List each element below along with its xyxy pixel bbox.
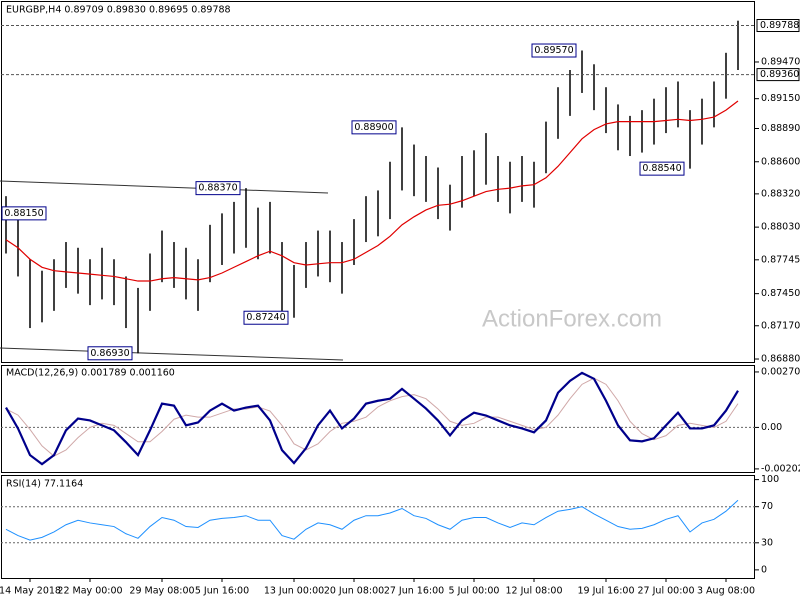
annotation-box [531,43,577,58]
rsi-panel-frame [1,475,755,579]
y-tick-label: 0.87450 [761,288,800,299]
x-tick-label: 22 May 00:00 [57,586,122,597]
annotation-label: 0.86930 [90,348,129,359]
annotation-label: 0.89570 [534,45,573,56]
annotation-label: 0.88540 [642,163,681,174]
chart-title: EURGBP,H4 0.89709 0.89830 0.89695 0.8978… [6,5,231,16]
price-marker-box [756,68,800,82]
annotation-label: 0.87240 [246,312,285,323]
y-tick-label: 0.88030 [761,222,800,233]
x-tick-label: 12 Jul 08:00 [506,586,563,597]
y-tick-label: 100 [761,474,779,485]
x-tick-label: 20 Jun 08:00 [324,586,384,597]
rsi-title: RSI(14) 77.1164 [6,479,83,490]
annotation-box [87,346,133,361]
price-marker-box [756,19,800,33]
macd-title: MACD(12,26,9) 0.001789 0.001160 [6,368,175,379]
annotation-label: 0.88150 [4,208,43,219]
y-tick-label: 0.89150 [761,93,800,104]
trend-line [0,347,344,361]
x-tick-label: 13 Jun 00:00 [264,586,324,597]
y-tick-label: 0.88600 [761,156,800,167]
annotation-box [1,206,47,221]
price-marker-label: 0.89788 [760,20,799,31]
y-tick-label: 0.89470 [761,56,800,67]
trend-line [0,180,329,194]
price-panel-frame [1,1,755,363]
y-tick-label: 0.002705 [761,366,800,377]
y-tick-label: 0.87745 [761,254,800,265]
annotation-box [351,120,397,135]
x-tick-label: 27 Jun 16:00 [384,586,444,597]
y-tick-label: 0.00 [761,422,782,433]
y-tick-label: 0.87170 [761,320,800,331]
y-tick-label: 70 [761,501,773,512]
y-tick-label: 0.88890 [761,123,800,134]
macd-panel-frame [1,365,755,473]
price-marker-label: 0.89360 [760,69,799,80]
indicator-line [5,499,739,541]
y-tick-label: 30 [761,537,773,548]
indicator-line [5,377,739,457]
annotation-box [195,181,241,196]
indicator-line [5,371,739,466]
x-tick-label: 5 Jun 16:00 [195,586,249,597]
watermark: ActionForex.com [482,305,662,332]
x-tick-label: 19 Jul 16:00 [578,586,635,597]
annotation-label: 0.88370 [198,183,237,194]
y-tick-label: 0.88320 [761,188,800,199]
x-tick-label: 14 May 2018 [0,586,61,597]
x-tick-label: 5 Jul 00:00 [449,586,500,597]
x-tick-label: 27 Jul 00:00 [638,586,695,597]
annotation-label: 0.88900 [354,122,393,133]
x-tick-label: 3 Aug 08:00 [697,586,755,597]
y-tick-label: 0 [761,564,767,575]
annotation-box [243,310,289,325]
x-tick-label: 29 May 08:00 [129,586,194,597]
y-tick-label: 0.86880 [761,354,800,365]
annotation-box [639,161,685,176]
y-tick-label: -0.002023 [761,463,800,474]
moving-average [5,100,739,282]
